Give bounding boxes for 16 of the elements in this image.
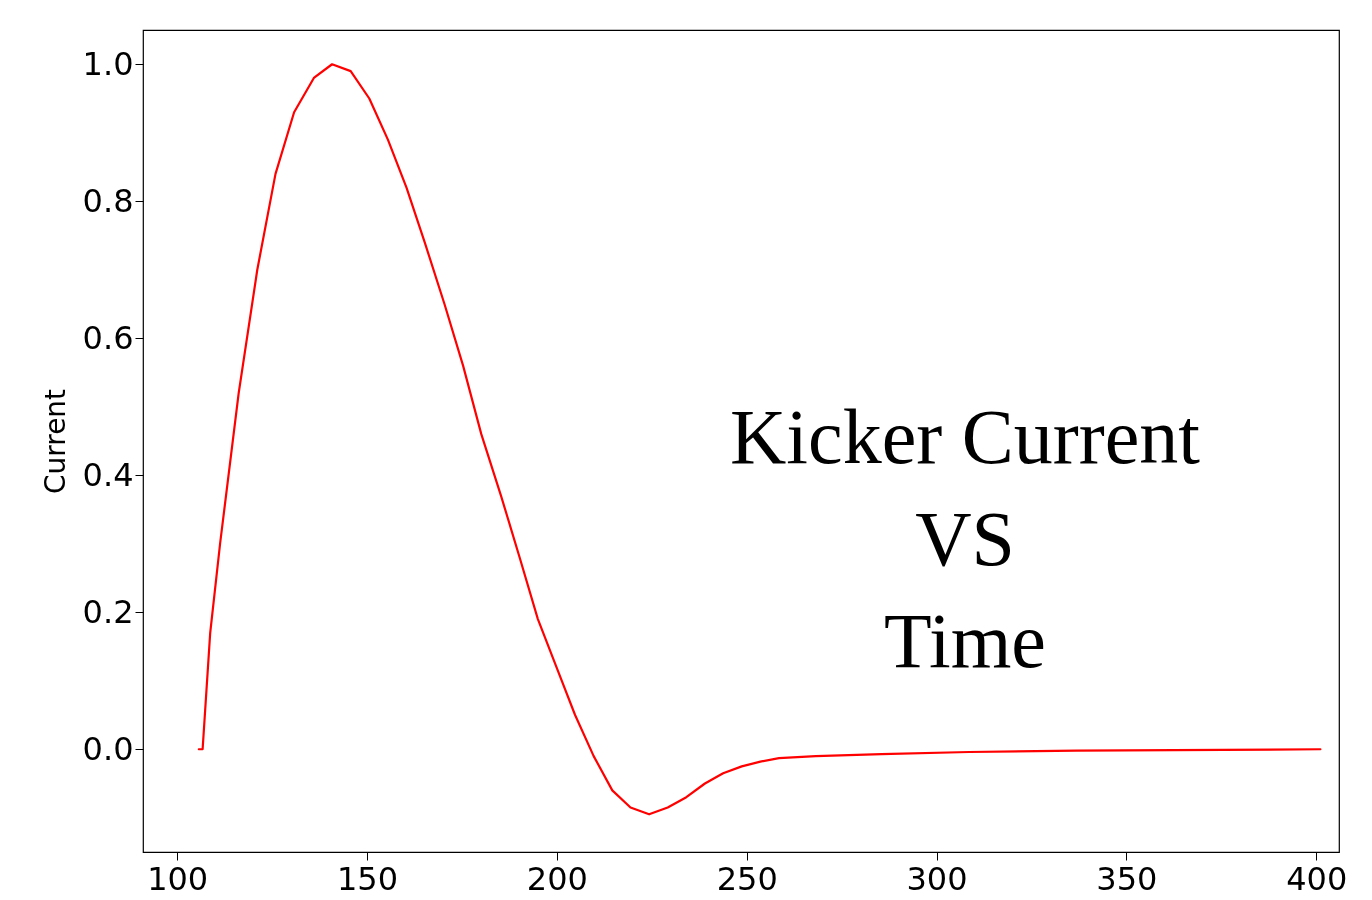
x-tick-label: 100 (147, 859, 209, 898)
y-tick-label: 0.8 (82, 181, 134, 220)
y-tick-label: 0.6 (82, 318, 134, 357)
x-tick-label: 350 (1096, 859, 1158, 898)
y-axis-title: Current (38, 388, 72, 495)
x-tick-label: 300 (906, 859, 968, 898)
line-series (197, 63, 1322, 816)
y-tick-label: 0.4 (82, 455, 134, 494)
x-tick-label: 150 (336, 859, 399, 898)
x-tick-label: 200 (526, 859, 588, 898)
annotation: Kicker Current VS Time (730, 393, 1201, 684)
x-tick-label: 400 (1286, 859, 1348, 898)
y-tick-label: 0.0 (82, 729, 134, 768)
y-tick-label: 1.0 (82, 44, 134, 83)
y-tick-label: 0.2 (82, 592, 134, 631)
x-tick-label: 250 (716, 859, 778, 898)
